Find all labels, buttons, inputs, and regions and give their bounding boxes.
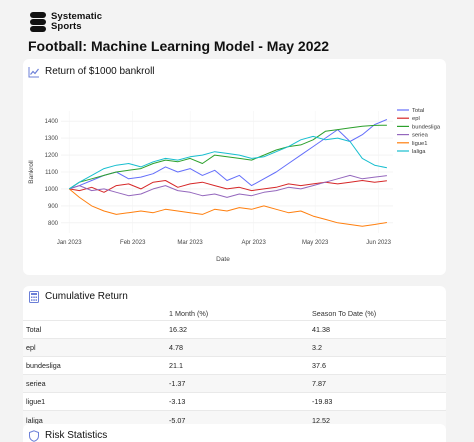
one-month-value: -3.13: [166, 392, 309, 411]
legend-item-seriea[interactable]: seriea: [412, 133, 429, 139]
x-tick-label: Mar 2023: [177, 240, 203, 246]
page-title: Football: Machine Learning Model - May 2…: [28, 38, 330, 54]
one-month-value: 4.78: [166, 337, 309, 357]
series-line-seriea[interactable]: [69, 174, 387, 198]
y-tick-label: 1000: [45, 187, 59, 193]
one-month-value: 21.1: [166, 355, 309, 375]
x-tick-label: May 2023: [302, 240, 329, 246]
x-tick-label: Jun 2023: [366, 240, 391, 246]
y-axis-label: Bankroll: [28, 160, 35, 184]
row-label: seriea: [23, 374, 166, 393]
series-line-bundesliga[interactable]: [68, 124, 387, 190]
series-line-Total[interactable]: [69, 119, 388, 190]
column-header-1-month: 1 Month (%): [169, 308, 209, 318]
column-header-season: Season To Date (%): [312, 308, 377, 318]
y-tick-label: 1400: [45, 119, 59, 125]
row-label: Total: [23, 319, 166, 339]
legend-item-Total[interactable]: Total: [412, 108, 424, 114]
shield-icon: [29, 430, 39, 442]
y-tick-label: 1100: [45, 170, 59, 176]
x-tick-label: Feb 2023: [120, 240, 146, 246]
series-line-laliga[interactable]: [68, 135, 388, 190]
calculator-icon: [29, 291, 39, 303]
x-tick-label: Apr 2023: [241, 240, 266, 246]
table-header-row: 1 Month (%) Season To Date (%): [23, 307, 446, 320]
x-axis-label: Date: [216, 256, 230, 263]
bankroll-line-chart[interactable]: 800 900 1000 1100 1200 1300 1400 Jan 2023 Feb 2…: [23, 59, 446, 275]
bankroll-chart-card: Return of $1000 bankroll 800 900 1000 1100 1…: [23, 59, 446, 275]
y-tick-label: 1200: [45, 153, 59, 159]
season-value: -19.83: [309, 392, 446, 411]
season-value: 3.2: [309, 337, 446, 357]
cumulative-return-table: 1 Month (%) Season To Date (%) Total 16.…: [23, 307, 446, 430]
table-row: ligue1 -3.13 -19.83: [23, 392, 446, 411]
row-label: ligue1: [23, 392, 166, 411]
legend-item-bundesliga[interactable]: bundesliga: [412, 124, 441, 130]
table-row: bundesliga 21.1 37.6: [23, 355, 446, 375]
season-value: 37.6: [309, 355, 446, 375]
column-header-name: [23, 307, 166, 320]
one-month-value: -1.37: [166, 374, 309, 393]
line-chart-icon: [28, 67, 39, 78]
row-label: epl: [23, 337, 166, 357]
brand-logo[interactable]: Systematic Sports: [30, 12, 102, 32]
series-line-ligue1[interactable]: [68, 188, 387, 227]
brand-name: Systematic Sports: [51, 11, 103, 32]
legend-item-laliga[interactable]: laliga: [412, 149, 426, 155]
y-tick-label: 1300: [45, 136, 59, 142]
cumulative-card-title: Cumulative Return: [45, 291, 128, 302]
row-label: bundesliga: [23, 355, 166, 375]
series-line-epl[interactable]: [69, 180, 387, 193]
y-tick-label: 800: [48, 221, 59, 227]
logo-mark-icon: [30, 12, 46, 32]
cumulative-return-card: Cumulative Return 1 Month (%) Season To …: [23, 286, 446, 430]
legend-item-epl[interactable]: epl: [412, 116, 420, 122]
y-tick-label: 900: [48, 204, 59, 210]
risk-card-title: Risk Statistics: [45, 430, 108, 441]
season-value: 41.38: [309, 319, 446, 339]
risk-statistics-card: Risk Statistics: [23, 424, 446, 442]
season-value: 7.87: [309, 374, 446, 393]
x-tick-label: Jan 2023: [57, 240, 82, 246]
table-row: Total 16.32 41.38: [23, 319, 446, 339]
table-row: epl 4.78 3.2: [23, 337, 446, 357]
legend-item-ligue1[interactable]: ligue1: [412, 141, 427, 147]
table-row: seriea -1.37 7.87: [23, 374, 446, 393]
one-month-value: 16.32: [166, 319, 309, 339]
chart-card-title: Return of $1000 bankroll: [45, 66, 155, 77]
